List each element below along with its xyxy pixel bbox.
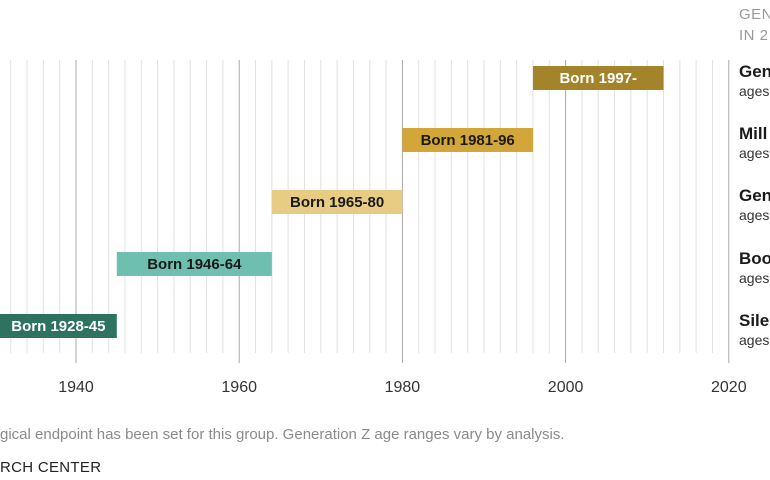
x-tick-label: 2020 <box>711 379 747 396</box>
generation-bar <box>271 190 403 214</box>
legend-header-line1: GEN <box>739 6 770 23</box>
generation-name: Mill <box>739 124 768 143</box>
chart-note: gical endpoint has been set for this gro… <box>0 426 565 443</box>
bar-label: Born 1997- <box>559 70 637 87</box>
x-axis-tick-labels: 1940 1960 1980 2000 2020 <box>58 379 746 396</box>
legend-generation-z: Gen ages <box>739 62 770 100</box>
bar-label: Born 1981-96 <box>421 132 515 149</box>
generation-bar <box>0 314 117 338</box>
generation-ages: ages <box>739 145 770 161</box>
x-tick-label: 1960 <box>221 379 257 396</box>
bar-label: Born 1946-64 <box>147 256 242 273</box>
bar-label: Born 1928-45 <box>11 318 105 335</box>
generation-ages: ages <box>739 83 770 99</box>
grid-lines <box>10 60 730 363</box>
legend-silent: Sile ages <box>739 311 769 349</box>
x-tick-label: 2000 <box>548 379 584 396</box>
generation-ages: ages <box>739 332 770 348</box>
x-tick-label: 1980 <box>385 379 421 396</box>
bar-label: Born 1965-80 <box>290 194 384 211</box>
legend-boomers: Boo ages <box>739 249 770 287</box>
generation-bar <box>532 66 664 90</box>
legend-header: GEN IN 2 <box>739 4 770 46</box>
x-tick-label: 1940 <box>58 379 94 396</box>
generation-name: Sile <box>739 311 770 330</box>
legend-generation-x: Gen ages <box>739 186 770 224</box>
legend-millennials: Mill ages <box>739 124 769 162</box>
generation-ages: ages <box>739 270 770 286</box>
generation-name: Boo <box>739 249 770 268</box>
generation-name: Gen <box>739 186 770 205</box>
legend-header-line2: IN 2 <box>739 27 769 44</box>
generation-bar <box>116 252 272 276</box>
generation-bar <box>402 128 533 152</box>
chart-source: RCH CENTER <box>0 459 102 476</box>
generation-ages: ages <box>739 207 770 223</box>
generation-bars: Born 1997- Born 1981-96 Born 1965-80 Born 1… <box>0 66 664 338</box>
generation-name: Gen <box>739 62 770 81</box>
